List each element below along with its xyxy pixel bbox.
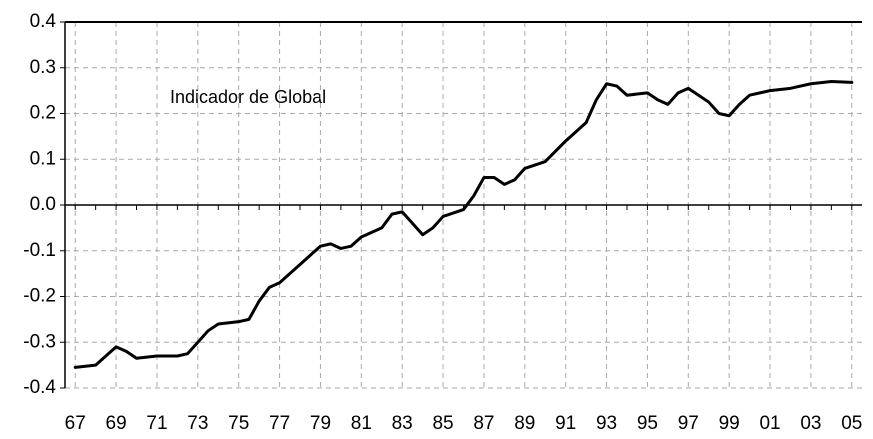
y-tick-label: 0.3 xyxy=(30,57,56,78)
y-tick-label: -0.2 xyxy=(23,286,56,307)
x-tick-label: 97 xyxy=(678,413,699,434)
y-tick-label: -0.1 xyxy=(23,240,56,261)
x-tick-label: 03 xyxy=(800,413,821,434)
y-tick-label: 0.2 xyxy=(30,103,56,124)
x-tick-label: 67 xyxy=(65,413,86,434)
y-tick-label: -0.4 xyxy=(23,377,56,398)
y-tick-label: 0.1 xyxy=(30,148,56,169)
y-tick-label: -0.3 xyxy=(23,331,56,352)
x-tick-label: 81 xyxy=(351,413,372,434)
x-tick-label: 85 xyxy=(432,413,453,434)
x-tick-label: 91 xyxy=(555,413,576,434)
x-tick-label: 05 xyxy=(841,413,862,434)
x-tick-label: 77 xyxy=(269,413,290,434)
x-tick-label: 73 xyxy=(187,413,208,434)
x-tick-label: 93 xyxy=(596,413,617,434)
y-tick-label: 0.0 xyxy=(30,194,56,215)
x-tick-label: 71 xyxy=(146,413,167,434)
x-tick-label: 87 xyxy=(473,413,494,434)
x-tick-label: 89 xyxy=(514,413,535,434)
annotation: Indicador de Global xyxy=(170,87,326,107)
x-tick-label: 01 xyxy=(759,413,780,434)
line xyxy=(73,79,854,369)
x-tick-label: 83 xyxy=(392,413,413,434)
x-tick-label: 99 xyxy=(719,413,740,434)
y-tick-label: 0.4 xyxy=(30,11,57,32)
x-tick-label: 75 xyxy=(228,413,249,434)
x-tick-label: 79 xyxy=(310,413,331,434)
x-tick-label: 69 xyxy=(106,413,127,434)
x-tick-label: 95 xyxy=(637,413,658,434)
